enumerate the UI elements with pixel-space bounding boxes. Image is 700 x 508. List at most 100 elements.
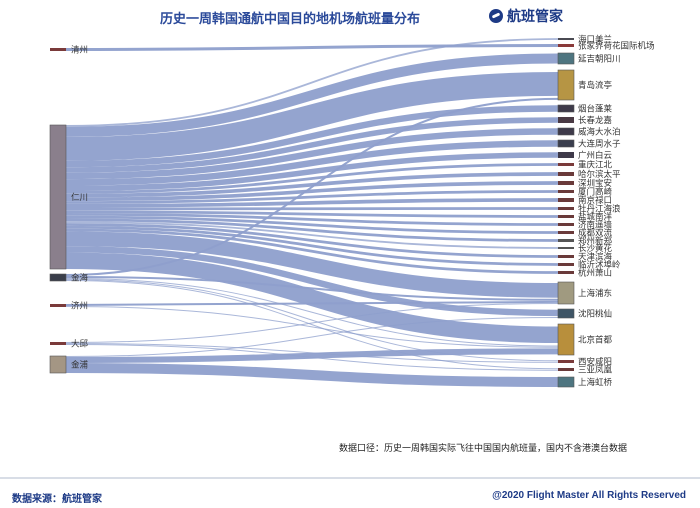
brand: 航班管家 (489, 6, 563, 26)
target-node: 烟台蓬莱 (557, 104, 613, 115)
sankey-link (65, 163, 559, 194)
node-label: 青岛流亭 (578, 80, 612, 91)
node-bar (49, 273, 67, 282)
target-node: 南京禄口 (558, 195, 612, 206)
node-label: 烟台蓬莱 (578, 104, 613, 115)
target-node: 盐城南洋 (558, 212, 613, 223)
sankey-link (65, 190, 559, 204)
node-label: 威海大水泊 (578, 127, 621, 138)
source-node: 仁川 (49, 124, 88, 270)
target-node: 上海虹桥 (557, 376, 613, 388)
node-label: 仁川 (71, 192, 88, 203)
sankey-link (65, 278, 559, 347)
footer-divider (0, 477, 700, 479)
node-bar (50, 342, 66, 345)
node-label: 长春龙嘉 (578, 115, 612, 126)
target-node: 济南遥墙 (558, 220, 613, 231)
node-bar (558, 239, 574, 242)
node-label: 张家界荷花国际机场 (578, 41, 655, 52)
target-node: 牡丹江海浪 (558, 204, 621, 215)
target-node: 成都双流 (558, 228, 613, 239)
node-label: 海口美兰 (578, 34, 612, 45)
node-label: 延吉朝阳川 (578, 54, 621, 65)
node-bar (558, 368, 574, 371)
node-bar (558, 172, 574, 176)
sankey-link (65, 348, 559, 363)
sankey-link (65, 221, 559, 249)
node-label: 上海虹桥 (578, 377, 613, 388)
source-node: 济州 (50, 301, 88, 312)
sankey-link (65, 172, 559, 198)
sankey-link (65, 225, 559, 266)
node-label: 深圳宝安 (578, 178, 612, 189)
node-label: 北京首都 (578, 335, 613, 346)
source-node: 大邱 (50, 339, 89, 350)
source-node: 金浦 (49, 355, 89, 374)
node-label: 西安咸阳 (578, 357, 612, 368)
node-bar (49, 355, 67, 374)
node-label: 上海浦东 (578, 288, 612, 299)
target-node: 张家界荷花国际机场 (558, 41, 655, 52)
sankey-link (65, 280, 559, 370)
data-note: 数据口径：历史一周韩国实际飞往中国国内航班量，国内不含港澳台数据 (339, 444, 628, 454)
node-bar (558, 163, 574, 166)
target-node: 青岛流亭 (557, 69, 612, 101)
node-bar (557, 52, 575, 65)
target-node: 三亚凤凰 (558, 366, 613, 376)
target-node: 广州白云 (558, 150, 613, 161)
sankey-link (65, 363, 559, 387)
node-bar (558, 247, 574, 249)
target-node: 临沂沭埠岭 (558, 260, 621, 271)
target-node: 哈尔滨太平 (558, 169, 621, 180)
node-label: 沈阳桃仙 (578, 309, 612, 320)
sankey-link (65, 105, 559, 168)
node-bar (557, 323, 575, 356)
target-node: 深圳宝安 (558, 178, 612, 189)
sankey-link (65, 44, 559, 51)
target-node: 上海浦东 (557, 281, 612, 305)
node-bar (50, 304, 66, 307)
target-node: 厦门高崎 (558, 187, 613, 198)
sankey-link (65, 302, 559, 343)
node-label: 牡丹江海浪 (578, 204, 621, 215)
sankey-link (65, 181, 559, 202)
brand-name: 航班管家 (507, 9, 563, 25)
node-label: 厦门高崎 (578, 187, 613, 198)
sankey-link (65, 231, 559, 298)
target-node: 海口美兰 (558, 34, 612, 45)
node-bar (558, 38, 574, 40)
node-bar (558, 223, 574, 226)
sankey-link (65, 210, 559, 218)
sankey-link (65, 218, 559, 242)
node-label: 临沂沭埠岭 (578, 260, 621, 271)
sankey-link (65, 140, 559, 186)
node-label: 济州 (71, 301, 88, 312)
sankey-link (65, 223, 559, 258)
sankey-link (65, 117, 559, 173)
target-node: 重庆江北 (558, 160, 613, 171)
node-bar (558, 117, 574, 123)
node-label: 金海 (71, 273, 89, 284)
sankey-link (65, 316, 559, 357)
node-label: 天津滨海 (578, 252, 613, 263)
node-label: 哈尔滨太平 (578, 169, 621, 180)
target-node: 长沙黄花 (558, 243, 613, 254)
sankey-link (65, 72, 559, 161)
node-bar (558, 255, 574, 258)
node-bar (558, 181, 574, 185)
node-bar (558, 190, 574, 193)
sankey-link (65, 53, 559, 137)
sankey-link (65, 246, 559, 317)
target-node: 杭州萧山 (558, 268, 612, 279)
node-bar (558, 207, 574, 210)
node-bar (50, 48, 66, 51)
node-bar (558, 198, 574, 202)
node-label: 郑州新郑 (578, 236, 613, 247)
node-label: 重庆江北 (578, 160, 613, 171)
sankey-link (65, 213, 559, 226)
node-label: 金浦 (71, 360, 89, 371)
source-node: 清州 (50, 45, 88, 56)
node-bar (558, 271, 574, 274)
node-bar (557, 308, 575, 319)
sankey-link (65, 152, 559, 192)
